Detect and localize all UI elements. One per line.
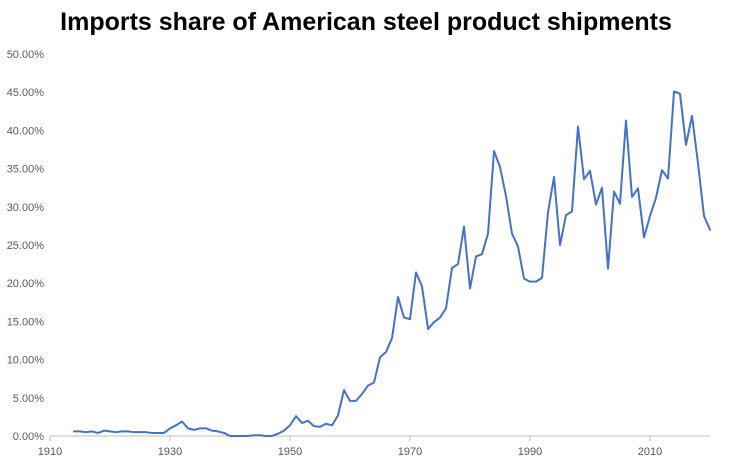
chart-title: Imports share of American steel product … [60,8,672,36]
x-tick-label: 2010 [638,446,662,458]
x-tick-label: 1950 [278,446,302,458]
x-tick-label: 1930 [158,446,182,458]
y-axis: 0.00% 5.00% 10.00% 15.00% 20.00% 25.00% 30.00%… [7,49,45,443]
y-tick-label: 50.00% [7,49,45,61]
y-tick-label: 5.00% [13,393,44,405]
y-tick-label: 10.00% [7,355,45,367]
y-tick-label: 40.00% [7,125,45,137]
y-tick-label: 20.00% [7,278,45,290]
y-tick-label: 45.00% [7,87,45,99]
x-tick-label: 1970 [398,446,422,458]
y-tick-label: 30.00% [7,202,45,214]
x-axis: 1910 1930 1950 1970 1990 2010 [38,435,710,458]
y-tick-label: 35.00% [7,164,45,176]
y-tick-label: 15.00% [7,316,45,328]
y-tick-label: 25.00% [7,240,45,252]
imports-share-line [73,90,711,437]
y-tick-label: 0.00% [13,431,44,443]
x-tick-label: 1910 [38,446,62,458]
x-tick-label: 1990 [518,446,542,458]
